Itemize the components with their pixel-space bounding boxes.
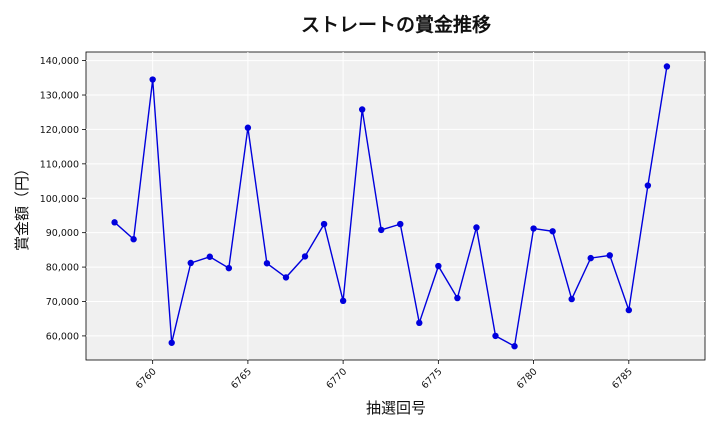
x-tick-label: 6785 (610, 366, 635, 391)
series-line (114, 66, 668, 348)
data-point (187, 259, 194, 267)
series-group (111, 63, 671, 350)
y-tick-label: 90,000 (46, 228, 79, 239)
x-axis: 6760 6765 6770 6775 6780 6785 (134, 360, 635, 391)
x-tick-label: 6770 (324, 366, 349, 391)
y-tick-label: 140,000 (40, 56, 79, 67)
data-point (111, 219, 118, 226)
x-tick-label: 6760 (134, 366, 159, 391)
data-point (244, 124, 252, 131)
x-tick-label: 6775 (420, 366, 445, 391)
data-point (149, 76, 156, 83)
data-point (397, 220, 404, 228)
y-tick-label: 60,000 (46, 331, 79, 342)
data-point (206, 253, 213, 260)
data-point (663, 63, 671, 70)
y-tick-label: 110,000 (40, 159, 79, 170)
plot-area (85, 51, 706, 361)
data-point (339, 297, 347, 305)
data-point (282, 274, 290, 281)
data-point (606, 252, 613, 259)
data-point (263, 260, 271, 267)
y-axis-label: 賞金額（円） (13, 161, 31, 251)
data-point (225, 264, 233, 272)
data-point (549, 228, 556, 235)
grid (86, 52, 705, 360)
data-point (130, 236, 137, 243)
y-tick-label: 120,000 (40, 125, 79, 136)
data-point (473, 224, 480, 231)
data-point (320, 220, 328, 228)
y-tick-label: 70,000 (46, 297, 79, 308)
data-point (644, 182, 652, 189)
data-point (358, 106, 366, 113)
data-point (454, 294, 461, 302)
data-point (530, 225, 537, 232)
data-point (568, 295, 575, 303)
x-tick-label: 6765 (229, 366, 254, 391)
data-point (625, 306, 633, 314)
data-point (511, 343, 518, 350)
data-point (435, 262, 442, 270)
data-point (301, 253, 309, 260)
data-point (492, 332, 499, 340)
y-axis: 60,000 70,000 80,000 90,000 100,000 110,000 12… (40, 56, 86, 342)
x-axis-label: 抽選回号 (366, 399, 426, 417)
y-tick-label: 80,000 (46, 263, 79, 274)
data-point (416, 319, 423, 327)
data-point (168, 339, 175, 346)
data-point (587, 254, 594, 262)
y-tick-label: 130,000 (40, 91, 79, 102)
data-point (378, 226, 385, 234)
chart-title: ストレートの賞金推移 (301, 13, 491, 36)
y-tick-label: 100,000 (40, 194, 79, 205)
x-tick-label: 6780 (515, 366, 540, 391)
